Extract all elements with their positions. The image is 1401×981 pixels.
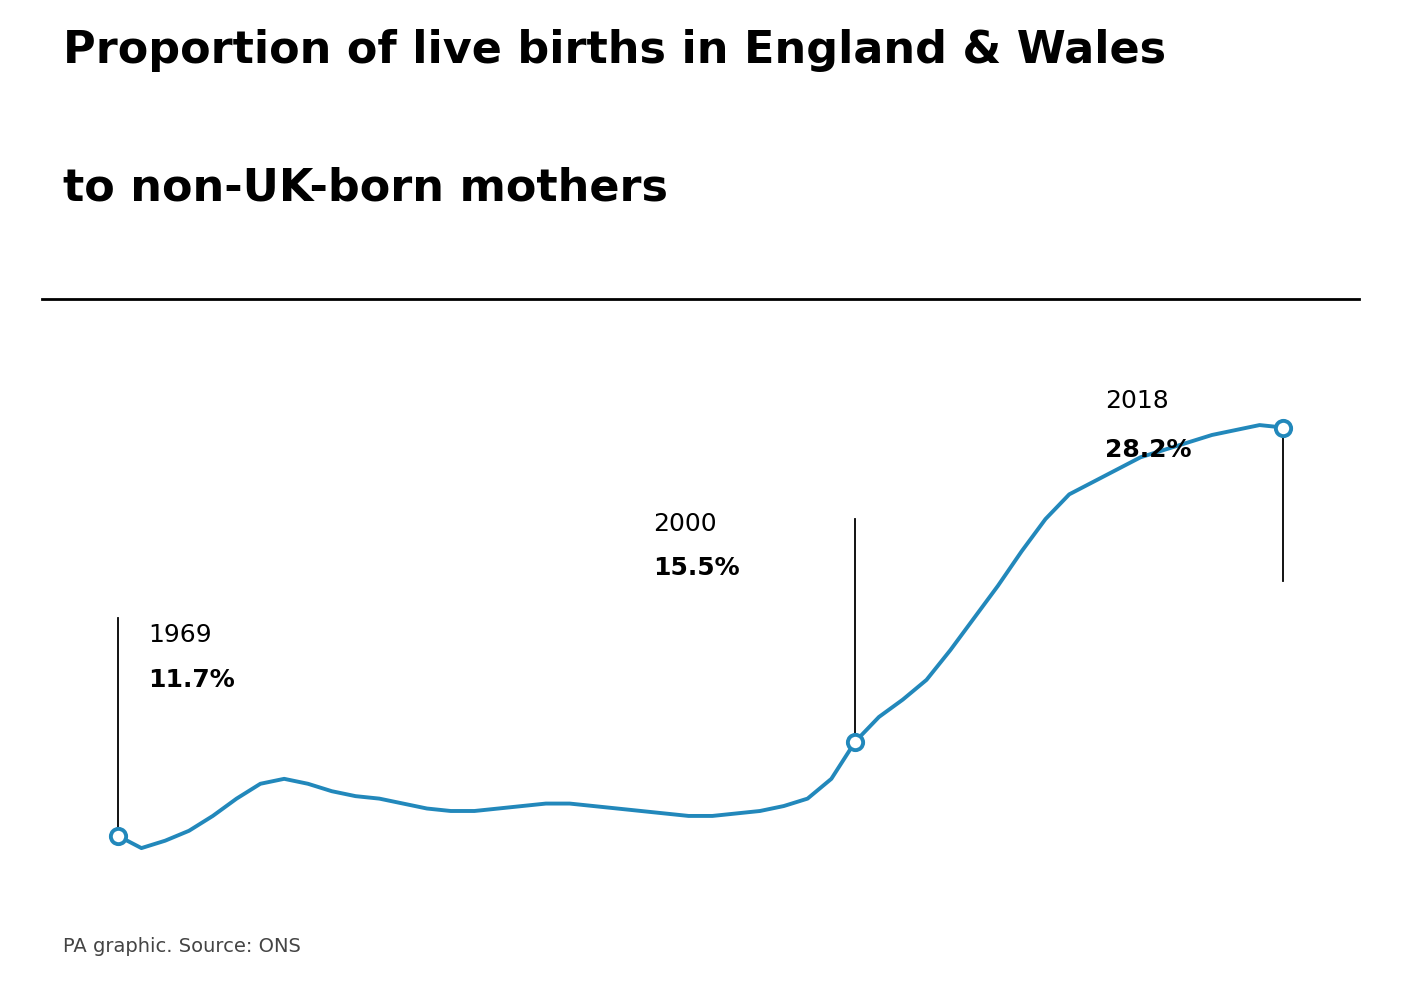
Text: 11.7%: 11.7% xyxy=(149,667,235,692)
Text: 2018: 2018 xyxy=(1105,388,1168,413)
Text: 2000: 2000 xyxy=(653,512,716,536)
Text: PA graphic. Source: ONS: PA graphic. Source: ONS xyxy=(63,938,301,956)
Text: 28.2%: 28.2% xyxy=(1105,439,1191,462)
Text: Proportion of live births in England & Wales: Proportion of live births in England & W… xyxy=(63,29,1166,73)
Text: 1969: 1969 xyxy=(149,623,212,647)
Text: to non-UK-born mothers: to non-UK-born mothers xyxy=(63,167,668,210)
Text: 15.5%: 15.5% xyxy=(653,556,740,580)
